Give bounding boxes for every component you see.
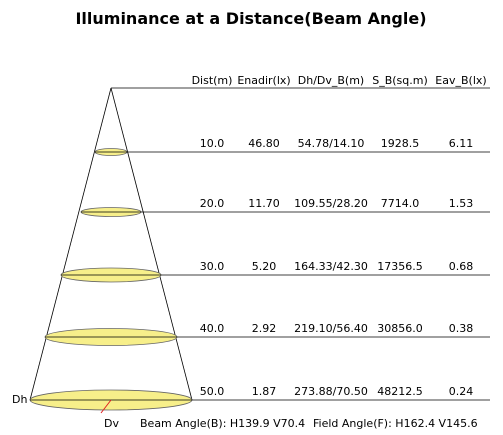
cell: 54.78/14.10	[298, 137, 365, 150]
field-angle: Field Angle(F): H162.4 V145.6	[313, 417, 478, 430]
beam-angle: Beam Angle(B): H139.9 V70.4	[140, 417, 305, 430]
cell: 30856.0	[377, 322, 423, 335]
cell: 50.0	[200, 385, 225, 398]
column-header: Dh/Dv_B(m)	[298, 74, 364, 87]
cell: 48212.5	[377, 385, 423, 398]
dv-label: Dv	[104, 417, 119, 430]
cell: 10.0	[200, 137, 225, 150]
cell: 2.92	[252, 322, 277, 335]
cell: 1.87	[252, 385, 277, 398]
cell: 6.11	[449, 137, 474, 150]
cell: 20.0	[200, 197, 225, 210]
cell: 164.33/42.30	[294, 260, 368, 273]
column-header: S_B(sq.m)	[372, 74, 428, 87]
column-header: Eav_B(lx)	[435, 74, 486, 87]
cell: 1928.5	[381, 137, 420, 150]
cell: 46.80	[248, 137, 280, 150]
cell: 1.53	[449, 197, 474, 210]
cell: 0.68	[449, 260, 474, 273]
title: Illuminance at a Distance(Beam Angle)	[75, 9, 426, 28]
cell: 40.0	[200, 322, 225, 335]
cell: 219.10/56.40	[294, 322, 368, 335]
cell: 17356.5	[377, 260, 423, 273]
dh-label: Dh	[12, 393, 27, 406]
cell: 30.0	[200, 260, 225, 273]
column-header: Dist(m)	[192, 74, 233, 87]
center-mark	[100, 399, 112, 414]
cone-edge	[29, 87, 112, 401]
cell: 7714.0	[381, 197, 420, 210]
cell: 0.24	[449, 385, 474, 398]
cell: 0.38	[449, 322, 474, 335]
cell: 273.88/70.50	[294, 385, 368, 398]
cone-edge	[110, 87, 193, 401]
cell: 109.55/28.20	[294, 197, 368, 210]
column-header: Enadir(lx)	[237, 74, 290, 87]
cell: 5.20	[252, 260, 277, 273]
cell: 11.70	[248, 197, 280, 210]
